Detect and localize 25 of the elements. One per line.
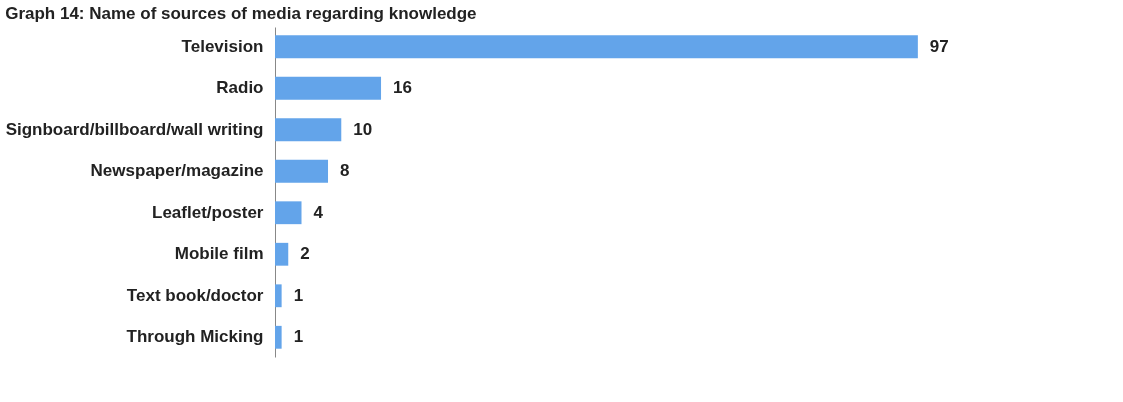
bar (275, 118, 342, 142)
chart-title: Graph 14: Name of sources of media regarding knowledge (5, 4, 477, 23)
bar (275, 325, 282, 349)
y-tick-label: Television (181, 36, 264, 56)
data-label: 97 (929, 36, 949, 56)
bar (275, 201, 302, 225)
y-tick-label: Text book/doctor (126, 285, 264, 305)
data-label: 2 (300, 244, 310, 264)
bar (275, 242, 289, 266)
data-label: 10 (353, 119, 373, 139)
y-tick-label: Signboard/billboard/wall writing (5, 119, 264, 139)
data-label: 4 (313, 202, 324, 222)
data-label: 1 (293, 327, 304, 347)
data-label: 8 (340, 161, 350, 181)
bar (275, 159, 329, 183)
y-tick-label: Leaflet/poster (152, 202, 264, 222)
bar (275, 284, 282, 308)
data-label: 16 (393, 78, 412, 98)
y-tick-label: Mobile film (174, 244, 264, 264)
y-tick-label: Through Micking (126, 327, 264, 347)
y-tick-label: Newspaper/magazine (90, 161, 264, 181)
bar (275, 35, 918, 59)
y-tick-label: Radio (216, 78, 264, 98)
data-label: 1 (293, 285, 304, 305)
bar (275, 76, 382, 100)
